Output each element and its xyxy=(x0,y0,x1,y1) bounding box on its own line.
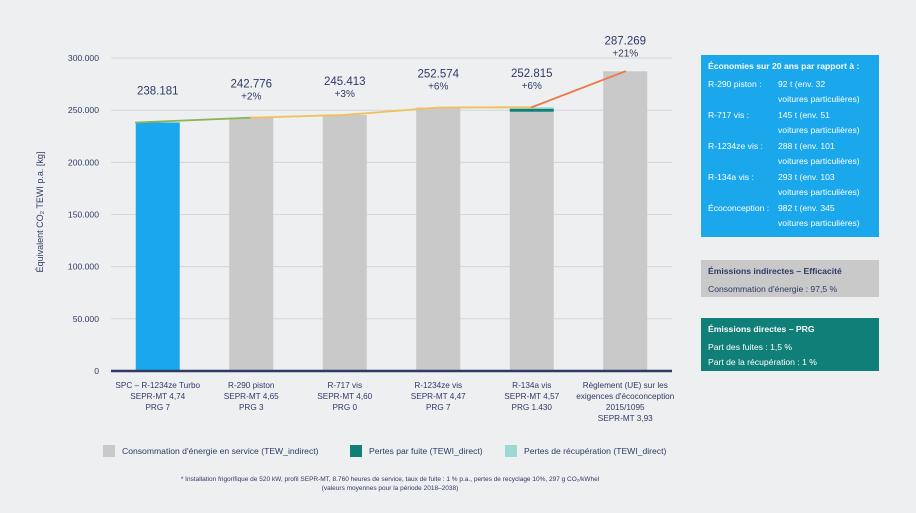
percent-change-label: +21% xyxy=(612,48,638,59)
bar-segment xyxy=(416,107,461,371)
direct-line-recovery: Part de la récupération : 1 % xyxy=(708,357,817,367)
savings-row-cont: voitures particulières) xyxy=(708,92,872,108)
legend-swatch-recovery xyxy=(505,445,517,457)
legend-item-energy: Consommation d'énergie en service (TEW_i… xyxy=(103,445,319,457)
y-tick-label: 100.000 xyxy=(68,262,99,272)
trend-segment xyxy=(343,106,440,116)
savings-row-label: R-717 vis : xyxy=(708,109,750,120)
total-value-label: 287.269 xyxy=(604,35,646,47)
bar-segment xyxy=(229,117,274,371)
savings-row-label: Écoconception : xyxy=(708,202,770,213)
percent-change-label: +3% xyxy=(335,89,355,100)
x-tick-label: Règlement (UE) sur les exigences d'écocon… xyxy=(576,381,675,423)
percent-change-label: +6% xyxy=(522,81,542,92)
total-value-label: 252.574 xyxy=(417,68,459,80)
savings-row-value-cont: voitures particulières) xyxy=(778,94,860,104)
savings-row-label: R-1234ze vis : xyxy=(708,140,763,151)
trend-segment xyxy=(134,116,253,124)
y-tick-label: 150.000 xyxy=(68,210,99,220)
legend-swatch-energy xyxy=(103,445,115,457)
y-tick-label: 250.000 xyxy=(68,105,99,115)
x-tick-label: R-717 vis SEPR-MT 4,60 PRG 0 xyxy=(317,381,372,412)
savings-rows: R-290 piston : 92 t (env. 32 voitures part… xyxy=(708,77,872,232)
gridlines xyxy=(111,57,672,320)
legend-label-leaks: Pertes par fuite (TEWI_direct) xyxy=(369,446,483,456)
y-tick-label: 200.000 xyxy=(68,157,99,167)
bar-segment xyxy=(322,114,367,371)
legend-item-leaks: Pertes par fuite (TEWI_direct) xyxy=(350,445,483,457)
total-value-label: 238.181 xyxy=(137,85,179,97)
savings-row-value-cont: voitures particulières) xyxy=(778,187,860,197)
bar-segment xyxy=(509,108,554,112)
legend-label-energy: Consommation d'énergie en service (TEW_i… xyxy=(122,446,319,456)
value-labels: 238.181242.776+2%245.413+3%252.574+6%252… xyxy=(137,35,646,102)
x-tick-label: R-1234ze vis SEPR-MT 4,47 PRG 7 xyxy=(411,381,466,412)
savings-row-value-cont: voitures particulières) xyxy=(778,218,860,228)
direct-title: Émissions directes – PRG xyxy=(708,324,815,334)
savings-panel: Économies sur 20 ans par rapport à : R-2… xyxy=(701,55,879,237)
indirect-emissions-panel: Émissions indirectes – Efficacité Consom… xyxy=(701,260,879,297)
savings-row-value: 92 t (env. 32 xyxy=(778,78,826,89)
trend-segment xyxy=(250,114,346,119)
savings-row-value: 145 t (env. 51 xyxy=(778,109,830,120)
savings-row: R-134a vis : 293 t (env. 103 xyxy=(708,170,872,186)
savings-row-cont: voitures particulières) xyxy=(708,216,872,232)
savings-row-value-cont: voitures particulières) xyxy=(778,156,860,166)
savings-row: Écoconception : 982 t (env. 345 xyxy=(708,201,872,217)
trend-line xyxy=(134,70,627,124)
footnote-line-1: * Installation frigorifique de 520 kW, p… xyxy=(180,476,600,483)
percent-change-label: +6% xyxy=(428,81,448,92)
total-value-label: 245.413 xyxy=(324,76,366,88)
x-axis-labels: SPC – R-1234ze Turbo SEPR-MT 4,74 PRG 7 R-2… xyxy=(115,381,674,423)
bar-segment xyxy=(603,71,648,371)
indirect-line: Consommation d'énergie : 97,5 % xyxy=(708,283,838,294)
total-value-label: 252.815 xyxy=(511,68,553,80)
savings-row-value: 288 t (env. 101 xyxy=(778,140,835,151)
y-tick-label: 0 xyxy=(94,366,99,376)
footnote: * Installation frigorifique de 520 kW, p… xyxy=(0,476,780,493)
direct-line-leaks: Part des fuites : 1,5 % xyxy=(708,341,793,352)
savings-row: R-290 piston : 92 t (env. 32 xyxy=(708,77,872,93)
savings-row-value: 293 t (env. 103 xyxy=(778,171,835,182)
bar-segment xyxy=(509,111,554,371)
bars xyxy=(135,71,648,371)
savings-row: R-1234ze vis : 288 t (env. 101 xyxy=(708,139,872,155)
savings-row-value: 982 t (env. 345 xyxy=(778,202,835,213)
savings-row-value-cont: voitures particulières) xyxy=(778,125,860,135)
legend-swatch-leaks xyxy=(350,445,362,457)
savings-row-cont: voitures particulières) xyxy=(708,185,872,201)
y-tick-label: 50.000 xyxy=(73,314,100,324)
legend-label-recovery: Pertes de récupération (TEWI_direct) xyxy=(524,446,667,456)
savings-row: R-717 vis : 145 t (env. 51 xyxy=(708,108,872,124)
savings-row-label: R-290 piston : xyxy=(708,78,762,89)
direct-emissions-panel: Émissions directes – PRG Part des fuites… xyxy=(701,318,879,371)
y-axis-label: Équivalent CO₂ TEWI p.a. [kg] xyxy=(35,152,45,273)
footnote-line-2: (valeurs moyennes pour la période 2018–2… xyxy=(321,484,459,492)
x-tick-label: SPC – R-1234ze Turbo SEPR-MT 4,74 PRG 7 xyxy=(115,381,200,412)
x-tick-label: R-290 piston SEPR-MT 4,65 PRG 3 xyxy=(224,381,279,412)
bar-segment xyxy=(135,122,180,371)
indirect-title: Émissions indirectes – Efficacité xyxy=(708,266,842,276)
savings-row-cont: voitures particulières) xyxy=(708,123,872,139)
total-value-label: 242.776 xyxy=(230,79,272,91)
y-axis-ticks: 0 50.000 100.000 150.000 200.000 250.000 300.0… xyxy=(68,53,99,376)
y-tick-label: 300.000 xyxy=(68,53,99,63)
savings-title: Économies sur 20 ans par rapport à : xyxy=(708,61,860,71)
savings-row-cont: voitures particulières) xyxy=(708,154,872,170)
x-tick-label: R-134a vis SEPR-MT 4,57 PRG 1.430 xyxy=(504,381,559,412)
legend-item-recovery: Pertes de récupération (TEWI_direct) xyxy=(505,445,666,457)
trend-segment xyxy=(530,70,627,109)
savings-row-label: R-134a vis : xyxy=(708,171,754,182)
percent-change-label: +2% xyxy=(241,92,261,103)
